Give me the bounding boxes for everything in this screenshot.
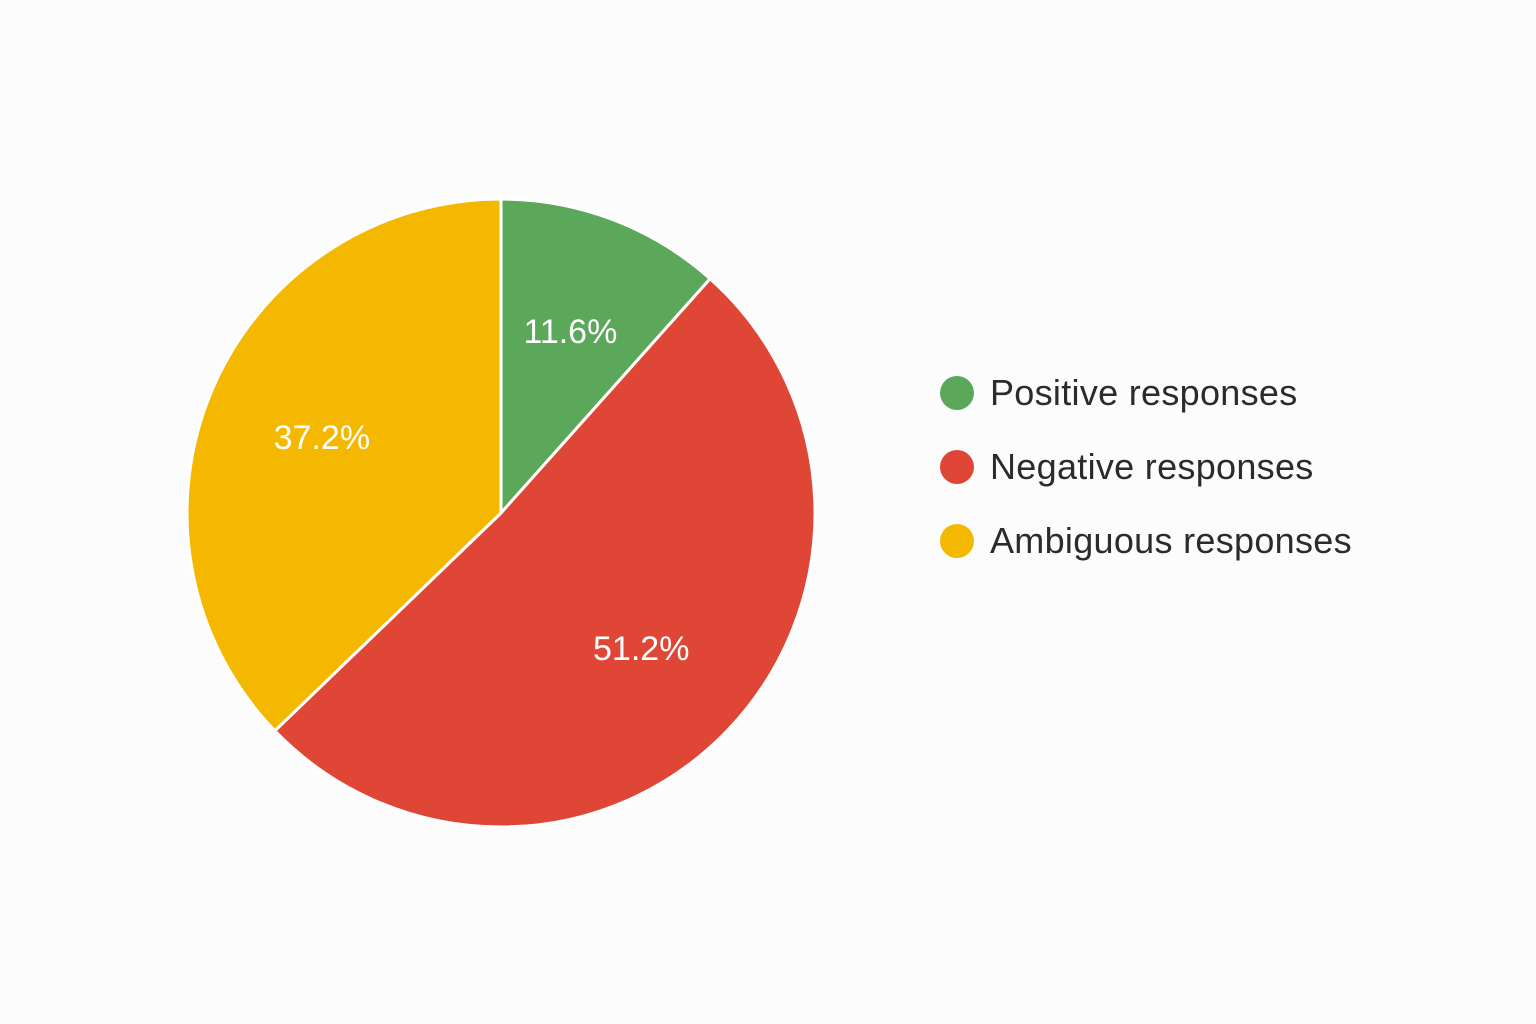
legend-label: Negative responses [990, 446, 1314, 487]
slice-label-positive: 11.6% [523, 313, 617, 351]
legend-dot-icon [940, 524, 974, 558]
legend-item-ambiguous: Ambiguous responses [940, 518, 1352, 564]
legend-dot-icon [940, 450, 974, 484]
pie-slice-negative [273, 277, 817, 829]
pie-slice-positive [499, 197, 712, 515]
legend-label: Positive responses [990, 372, 1298, 413]
slice-label-ambiguous: 37.2% [274, 419, 370, 457]
slice-label-negative: 51.2% [593, 630, 689, 668]
legend-item-positive: Positive responses [940, 370, 1352, 416]
legend-label: Ambiguous responses [990, 520, 1352, 561]
legend: Positive responses Negative responses Am… [940, 370, 1352, 564]
pie-slice-ambiguous [185, 197, 503, 733]
legend-item-negative: Negative responses [940, 444, 1352, 490]
legend-dot-icon [940, 376, 974, 410]
